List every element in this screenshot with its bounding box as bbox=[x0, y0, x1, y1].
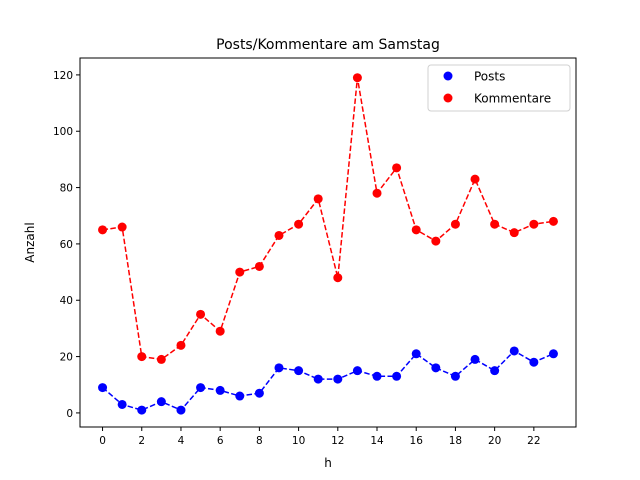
data-point-kommentare bbox=[411, 225, 421, 235]
data-point-kommentare bbox=[431, 236, 441, 246]
x-tick-label: 8 bbox=[256, 435, 263, 447]
chart-title: Posts/Kommentare am Samstag bbox=[216, 37, 440, 53]
data-point-kommentare bbox=[313, 194, 323, 204]
data-point-kommentare bbox=[450, 219, 460, 229]
data-point-posts bbox=[411, 349, 421, 359]
y-tick-label: 60 bbox=[60, 239, 73, 251]
legend-label-kommentare: Kommentare bbox=[474, 92, 551, 106]
data-point-kommentare bbox=[235, 267, 245, 277]
data-point-kommentare bbox=[509, 228, 519, 238]
legend-marker-kommentare bbox=[443, 93, 453, 103]
data-point-kommentare bbox=[98, 225, 108, 235]
data-point-posts bbox=[490, 366, 500, 376]
data-point-posts bbox=[470, 354, 480, 364]
data-point-posts bbox=[529, 357, 539, 367]
x-tick-label: 22 bbox=[527, 435, 540, 447]
data-point-posts bbox=[254, 388, 264, 398]
y-tick-label: 20 bbox=[60, 352, 73, 364]
data-point-posts bbox=[235, 391, 245, 401]
legend-marker-posts bbox=[443, 71, 453, 81]
data-point-posts bbox=[313, 374, 323, 384]
data-point-posts bbox=[215, 385, 225, 395]
x-tick-label: 12 bbox=[331, 435, 344, 447]
data-point-kommentare bbox=[529, 219, 539, 229]
y-tick-label: 100 bbox=[53, 126, 73, 138]
x-tick-label: 4 bbox=[178, 435, 185, 447]
data-point-posts bbox=[450, 371, 460, 381]
data-point-kommentare bbox=[352, 73, 362, 83]
data-point-posts bbox=[392, 371, 402, 381]
plot-frame bbox=[79, 57, 577, 428]
data-point-kommentare bbox=[196, 309, 206, 319]
data-point-kommentare bbox=[274, 230, 284, 240]
data-point-posts bbox=[548, 349, 558, 359]
y-tick-label: 80 bbox=[60, 183, 73, 195]
data-point-kommentare bbox=[137, 352, 147, 362]
data-point-kommentare bbox=[490, 219, 500, 229]
data-point-posts bbox=[156, 397, 166, 407]
data-point-posts bbox=[372, 371, 382, 381]
x-tick-label: 16 bbox=[410, 435, 424, 447]
data-point-posts bbox=[98, 383, 108, 393]
y-tick-label: 0 bbox=[66, 408, 73, 420]
x-tick-label: 20 bbox=[488, 435, 501, 447]
x-tick-label: 0 bbox=[99, 435, 106, 447]
x-tick-label: 14 bbox=[370, 435, 384, 447]
data-point-posts bbox=[117, 399, 127, 409]
y-tick-label: 40 bbox=[60, 295, 73, 307]
data-point-posts bbox=[333, 374, 343, 384]
data-point-posts bbox=[431, 363, 441, 373]
data-point-kommentare bbox=[372, 188, 382, 198]
plot-area bbox=[98, 73, 558, 415]
data-point-kommentare bbox=[392, 163, 402, 173]
data-point-kommentare bbox=[254, 261, 264, 271]
legend-label-posts: Posts bbox=[474, 70, 505, 84]
data-point-posts bbox=[196, 383, 206, 393]
data-point-kommentare bbox=[215, 326, 225, 336]
data-point-kommentare bbox=[156, 354, 166, 364]
data-point-kommentare bbox=[294, 219, 304, 229]
x-tick-label: 10 bbox=[292, 435, 305, 447]
x-tick-label: 2 bbox=[138, 435, 145, 447]
data-point-posts bbox=[274, 363, 284, 373]
data-point-posts bbox=[294, 366, 304, 376]
data-point-kommentare bbox=[117, 222, 127, 232]
x-tick-label: 18 bbox=[449, 435, 462, 447]
x-tick-label: 6 bbox=[217, 435, 224, 447]
legend-box bbox=[427, 64, 571, 112]
data-point-kommentare bbox=[470, 174, 480, 184]
data-point-kommentare bbox=[333, 273, 343, 283]
legend: Posts Kommentare bbox=[427, 64, 571, 112]
data-point-posts bbox=[352, 366, 362, 376]
data-point-kommentare bbox=[548, 216, 558, 226]
data-point-posts bbox=[509, 346, 519, 356]
data-point-posts bbox=[176, 405, 186, 415]
y-axis-title: Anzahl bbox=[23, 222, 37, 262]
data-point-posts bbox=[137, 405, 147, 415]
data-point-kommentare bbox=[176, 340, 186, 350]
y-tick-label: 120 bbox=[53, 70, 73, 82]
x-axis-title: h bbox=[324, 456, 332, 470]
